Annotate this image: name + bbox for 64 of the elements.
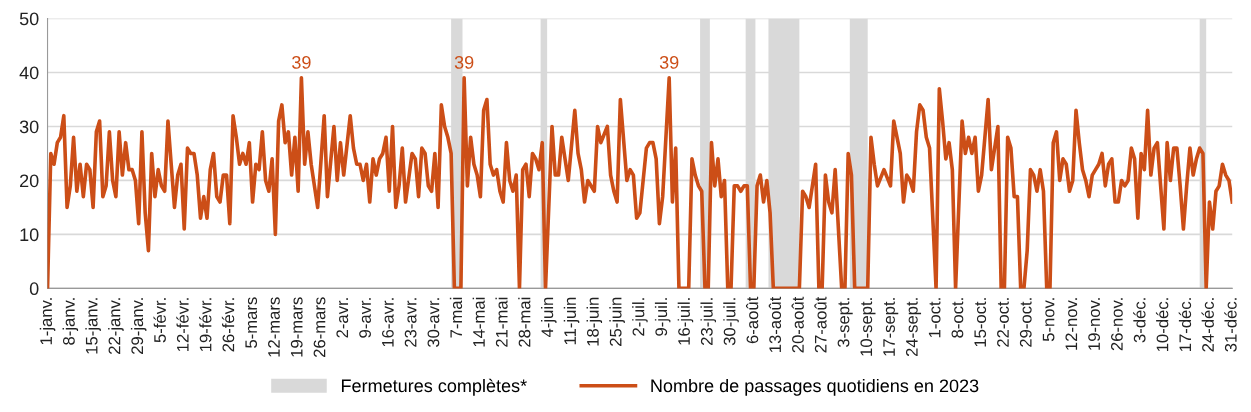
x-tick-label: 31-déc. xyxy=(1224,298,1237,352)
x-tick-label: 5-nov. xyxy=(1042,298,1055,342)
x-tick-label: 17-sept. xyxy=(883,298,899,356)
annotation: 39 xyxy=(454,56,474,69)
y-tick-label: 10 xyxy=(20,228,39,242)
annotation: 39 xyxy=(659,56,679,69)
x-tick-label: 5-mars xyxy=(245,297,258,348)
x-tick-label: 30-avr. xyxy=(427,298,440,348)
x-tick-label: 10-déc. xyxy=(1155,298,1169,352)
x-tick-label: 18-juin xyxy=(586,297,603,346)
legend-label: Nombre de passages quotidiens en 2023 xyxy=(651,378,979,396)
x-tick-label: 12-févr. xyxy=(176,298,189,352)
x-tick-label: 2-juil. xyxy=(632,298,648,336)
x-tick-label: 23-juil. xyxy=(700,298,716,345)
x-tick-label: 14-mai xyxy=(472,297,485,347)
x-tick-label: 5-févr. xyxy=(153,298,166,343)
x-tick-label: 22-oct. xyxy=(997,298,1009,347)
x-tick-label: 20-août xyxy=(791,296,804,353)
x-tick-label: 15-janv. xyxy=(85,298,101,354)
x-tick-label: 16-avr. xyxy=(381,298,394,347)
legend-label: Fermetures complètes* xyxy=(341,378,527,396)
x-tick-label: 8-janv. xyxy=(62,298,79,345)
x-tick-label: 21-mai xyxy=(495,297,508,347)
x-tick-label: 7-mai xyxy=(449,297,463,338)
x-tick-label: 6-août xyxy=(745,296,759,344)
annotation: 39 xyxy=(292,56,311,69)
x-tick-label: 30-juil. xyxy=(723,298,739,346)
x-tick-label: 29-janv. xyxy=(130,298,147,354)
x-tick-label: 1-oct. xyxy=(928,298,941,338)
x-tick-label: 25-juin xyxy=(609,297,625,346)
x-tick-label: 26-mars xyxy=(313,297,326,358)
x-tick-label: 24-déc. xyxy=(1201,298,1214,352)
x-tick-label: 3-déc. xyxy=(1133,298,1146,343)
x-tick-label: 28-mai xyxy=(518,297,531,347)
x-tick-label: 22-janv. xyxy=(108,298,124,354)
x-tick-label: 12-mars xyxy=(268,297,280,357)
x-tick-label: 10-sept. xyxy=(860,298,876,356)
x-tick-label: 16-juil. xyxy=(677,298,694,345)
x-tick-label: 19-févr. xyxy=(199,298,212,352)
x-tick-label: 2-avr. xyxy=(336,298,349,338)
x-tick-label: 12-nov. xyxy=(1065,298,1078,350)
x-tick-label: 8-oct. xyxy=(951,298,964,338)
x-tick-label: 11-juin xyxy=(563,297,580,345)
x-tick-label: 26-nov. xyxy=(1110,298,1123,351)
x-tick-label: 19-mars xyxy=(290,297,303,357)
x-tick-label: 1-janv. xyxy=(39,298,56,345)
x-tick-label: 19-nov. xyxy=(1088,298,1101,350)
y-tick-label: 50 xyxy=(19,12,39,26)
x-tick-label: 23-avr. xyxy=(404,298,417,347)
y-tick-label: 30 xyxy=(19,120,39,134)
x-tick-label: 27-août xyxy=(814,296,827,353)
x-tick-label: 26-févr. xyxy=(221,298,235,352)
x-tick-label: 9-avr. xyxy=(359,298,371,338)
y-tick-label: 20 xyxy=(20,174,39,188)
y-tick-label: 0 xyxy=(29,282,39,296)
x-tick-label: 15-oct. xyxy=(974,298,987,347)
x-tick-label: 13-août xyxy=(768,296,782,352)
y-tick-label: 40 xyxy=(19,66,39,80)
x-tick-label: 9-juil. xyxy=(654,298,671,336)
x-tick-label: 24-sept. xyxy=(905,298,922,357)
x-tick-label: 17-déc. xyxy=(1178,298,1192,352)
x-tick-label: 3-sept. xyxy=(837,298,853,348)
x-tick-label: 4-juin xyxy=(540,297,557,338)
x-tick-label: 29-oct. xyxy=(1019,298,1032,347)
